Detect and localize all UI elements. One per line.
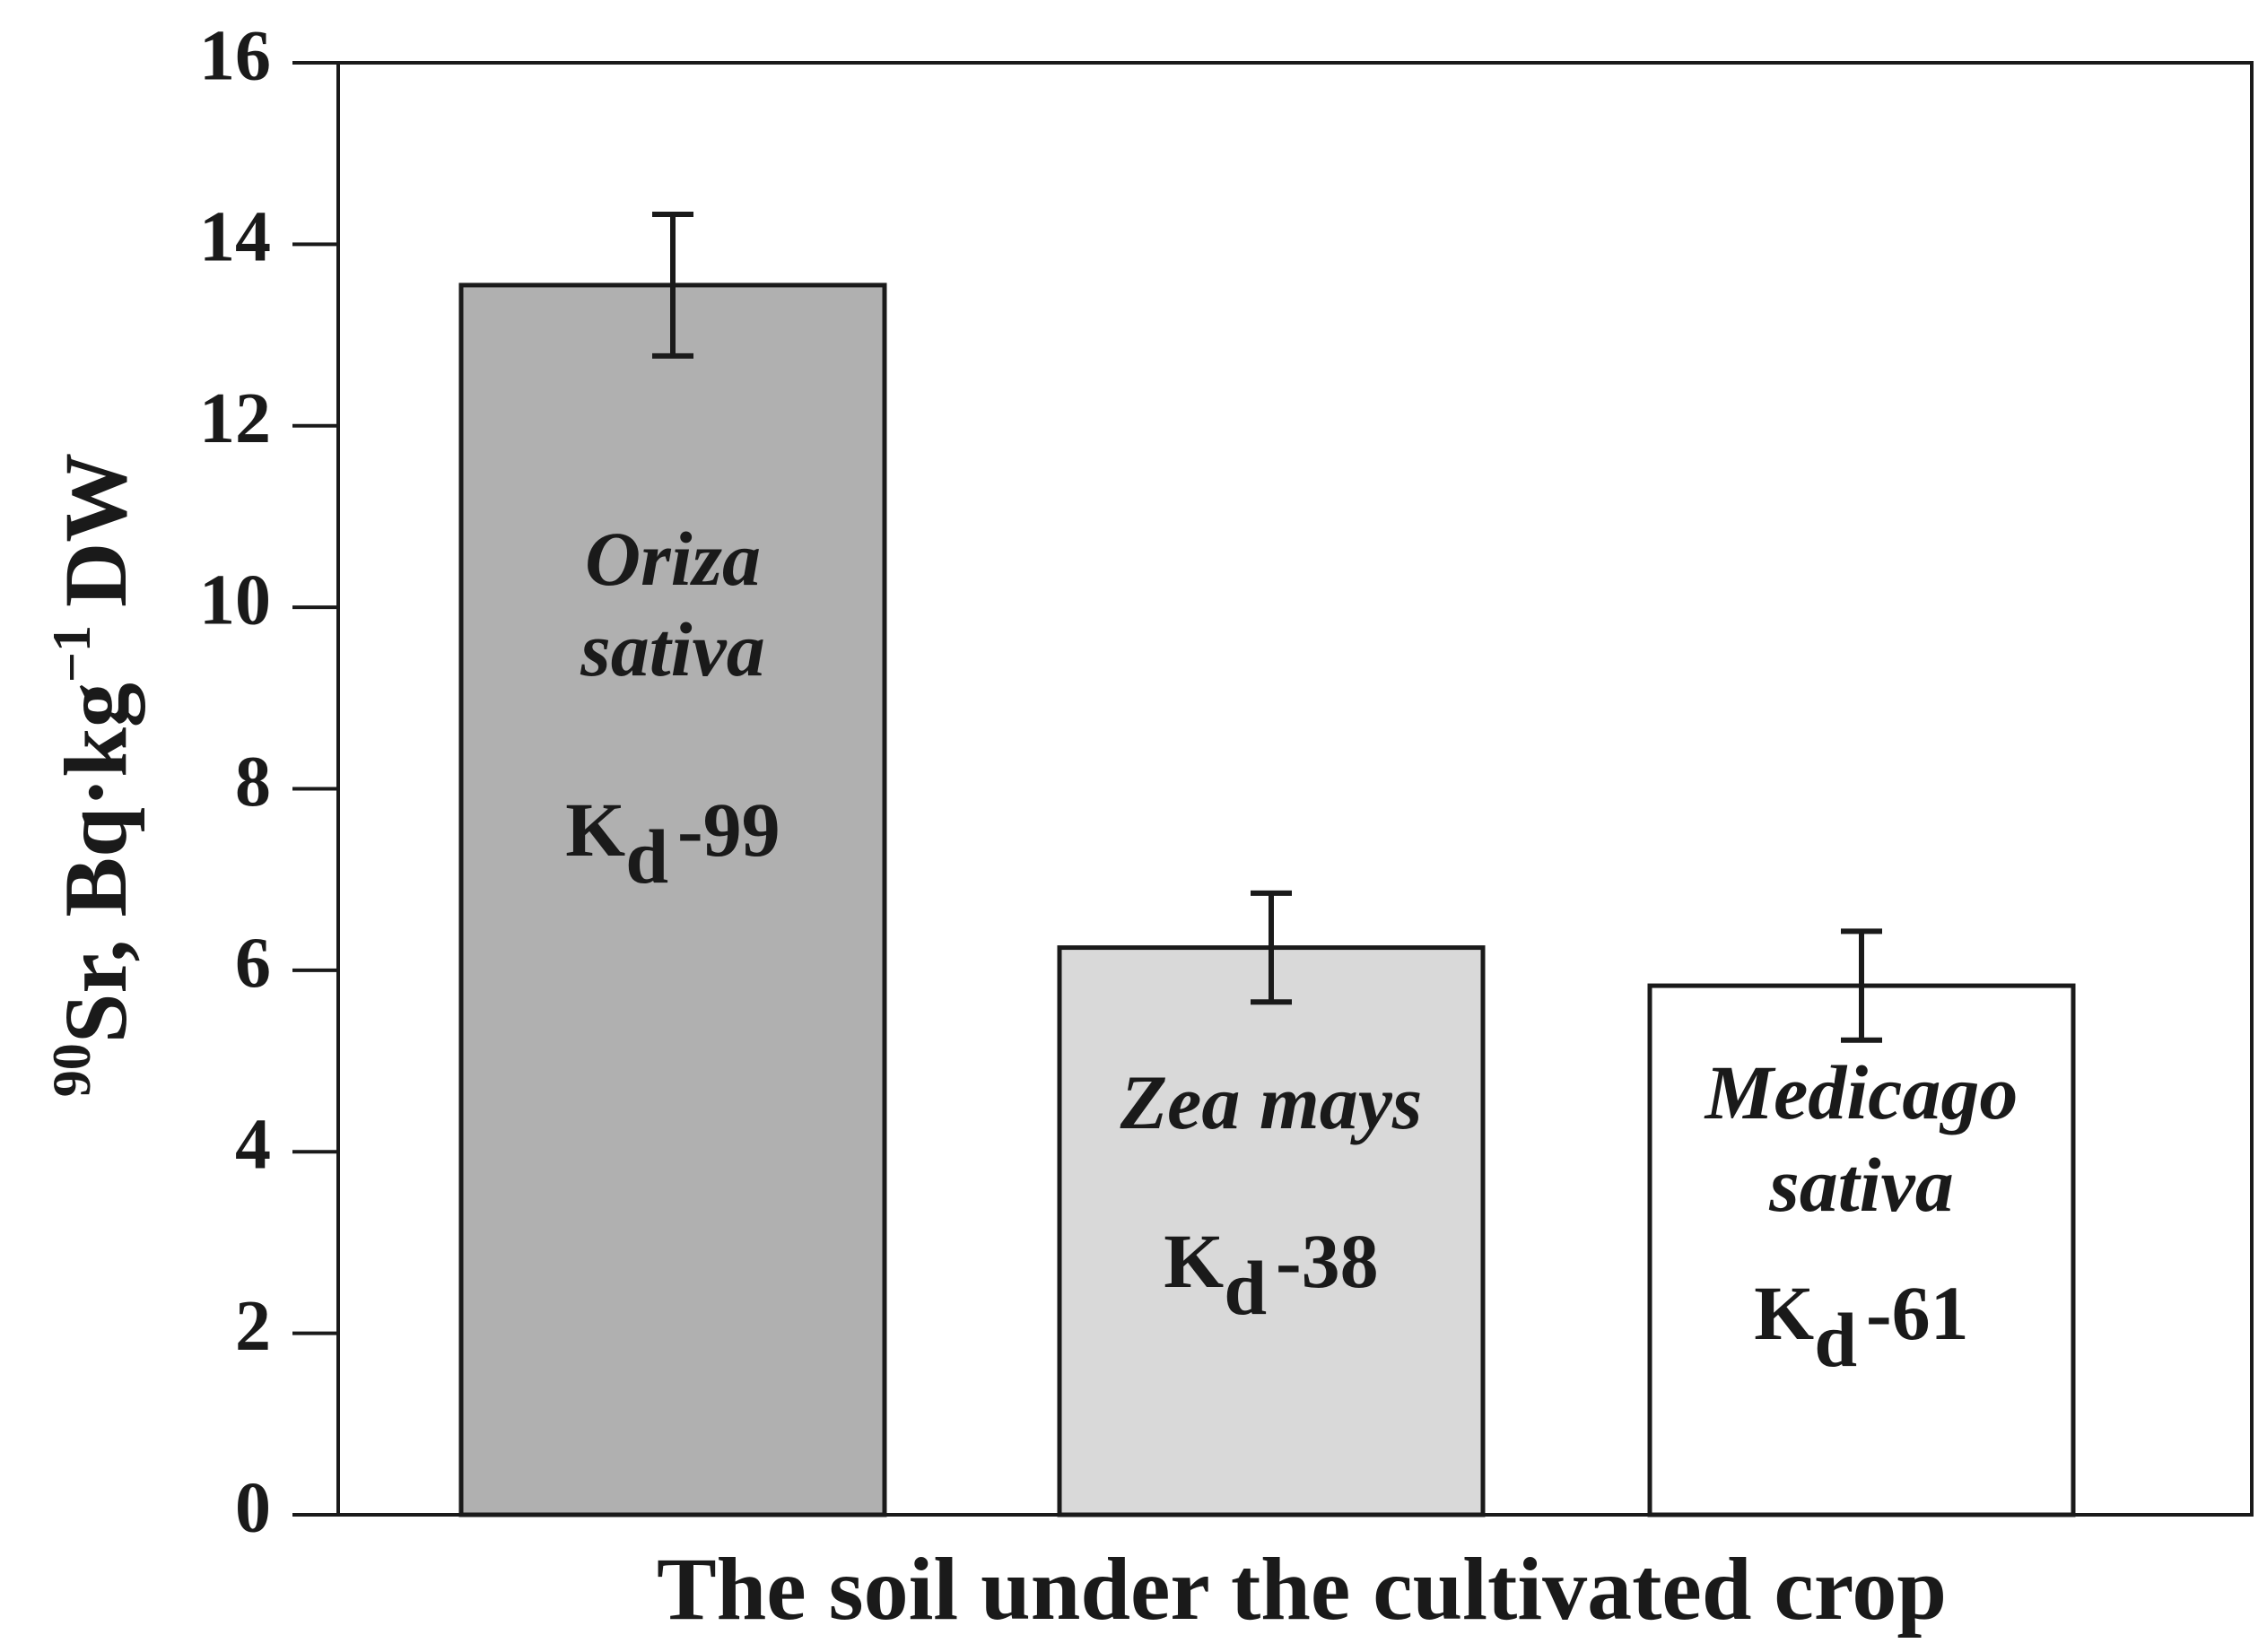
y-tick-label: 12 — [199, 379, 271, 458]
y-tick-label: 2 — [235, 1287, 271, 1366]
kd-subscript: d — [1224, 1245, 1267, 1331]
y-tick-label: 8 — [235, 743, 271, 822]
y-tick-label: 16 — [199, 16, 271, 95]
y-label-superscript: 90 — [42, 1043, 101, 1097]
kd-value: -61 — [1866, 1270, 1969, 1356]
y-label-unit: DW — [46, 453, 145, 607]
crop-name: Zea mays — [1120, 1059, 1423, 1145]
kd-symbol: K — [1754, 1270, 1814, 1356]
y-label-exponent: −1 — [42, 625, 101, 683]
crop-name: Medicago — [1704, 1049, 2019, 1135]
kd-value: -38 — [1276, 1218, 1379, 1304]
y-tick-label: 4 — [235, 1106, 271, 1185]
y-label-main: Sr, Bq·kg — [46, 683, 145, 1043]
y-tick-label: 14 — [199, 198, 271, 277]
y-axis-label: 90Sr, Bq·kg−1 DW — [42, 453, 145, 1098]
plot-frame — [336, 61, 2254, 1517]
kd-subscript: d — [1814, 1297, 1857, 1383]
kd-subscript: d — [625, 813, 668, 900]
crop-name: Oriza — [585, 516, 761, 602]
y-tick-label: 6 — [235, 924, 271, 1003]
y-tick-label: 0 — [235, 1468, 271, 1547]
kd-symbol: K — [565, 787, 625, 873]
kd-value: -99 — [677, 787, 780, 873]
bar — [1057, 945, 1486, 1517]
bar — [1647, 983, 2076, 1517]
crop-name: sativa — [1768, 1142, 1953, 1228]
x-axis-label: The soil under the cultivated crop — [657, 1539, 1947, 1639]
kd-label: Kd -61 — [1754, 1270, 1968, 1383]
kd-label: Kd -38 — [1164, 1218, 1378, 1331]
crop-name: sativa — [580, 606, 764, 692]
bar — [458, 283, 887, 1517]
y-tick-label: 10 — [199, 561, 271, 639]
kd-label: Kd -99 — [565, 787, 780, 900]
kd-symbol: K — [1164, 1218, 1224, 1304]
